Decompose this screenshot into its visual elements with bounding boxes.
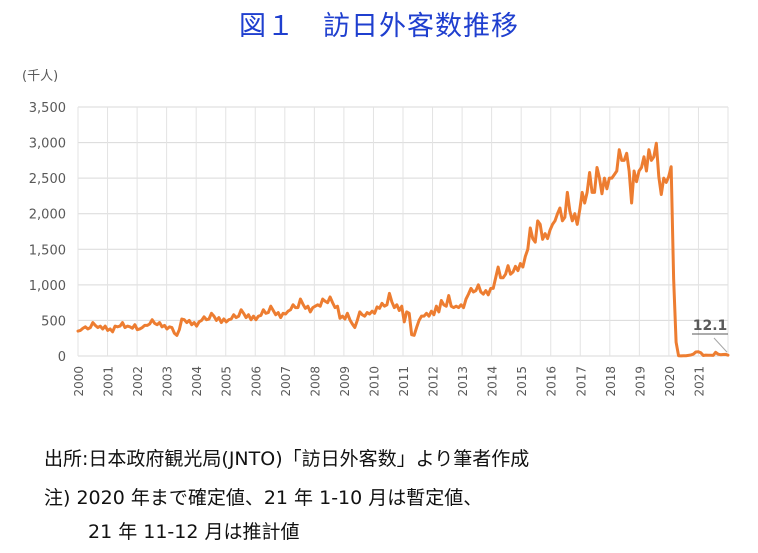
y-tick-label: 3,500: [29, 101, 66, 116]
x-tick-label: 2003: [161, 366, 175, 397]
annotation-label: 12.1: [693, 318, 728, 334]
y-tick-label: 2,000: [29, 208, 66, 223]
y-tick-label: 2,500: [29, 172, 66, 187]
x-tick-label: 2005: [220, 366, 234, 397]
x-tick-label: 2011: [397, 366, 411, 397]
x-tick-label: 2016: [545, 366, 559, 397]
y-tick-label: 1,000: [29, 279, 66, 294]
chart-title: 図１ 訪日外客数推移: [239, 11, 519, 42]
x-tick-label: 2013: [456, 366, 470, 397]
footnote-line-2: 21 年 11-12 月は推計値: [88, 521, 300, 543]
visitors-series-line: [76, 141, 730, 358]
y-tick-label: 3,000: [29, 137, 66, 152]
y-tick-label: 0: [58, 350, 66, 365]
x-axis: 2000 2001 2002 2003 2004 2005 2006 2007 2008 2009…: [72, 366, 706, 397]
x-tick-label: 2020: [663, 366, 677, 397]
x-tick-label: 2017: [574, 366, 588, 397]
x-tick-label: 2021: [692, 366, 706, 397]
x-tick-label: 2006: [249, 366, 263, 397]
x-tick-label: 2004: [190, 366, 204, 397]
annotation-leader-line: [713, 337, 728, 353]
x-tick-label: 2014: [486, 366, 500, 397]
x-tick-label: 2007: [279, 366, 293, 397]
x-tick-label: 2002: [131, 366, 145, 397]
y-axis: 0 500 1,000 1,500 2,000 2,500 3,000 3,500: [29, 101, 66, 365]
x-tick-label: 2018: [604, 366, 618, 397]
footnote-line-1: 注) 2020 年まで確定値、21 年 1-10 月は暫定値、: [44, 487, 483, 509]
x-tick-label: 2008: [308, 366, 322, 397]
x-tick-label: 2000: [72, 366, 86, 397]
source-note: 出所:日本政府観光局(JNTO)「訪日外客数」より筆者作成: [44, 448, 530, 470]
y-tick-label: 1,500: [29, 243, 66, 258]
x-tick-label: 2019: [633, 366, 647, 397]
x-tick-label: 2015: [515, 366, 529, 397]
x-tick-label: 2010: [367, 366, 381, 397]
y-tick-label: 500: [41, 314, 66, 329]
y-axis-unit-label: (千人): [22, 69, 58, 84]
x-tick-label: 2009: [338, 366, 352, 397]
x-tick-label: 2001: [102, 366, 116, 397]
x-tick-label: 2012: [427, 366, 441, 397]
